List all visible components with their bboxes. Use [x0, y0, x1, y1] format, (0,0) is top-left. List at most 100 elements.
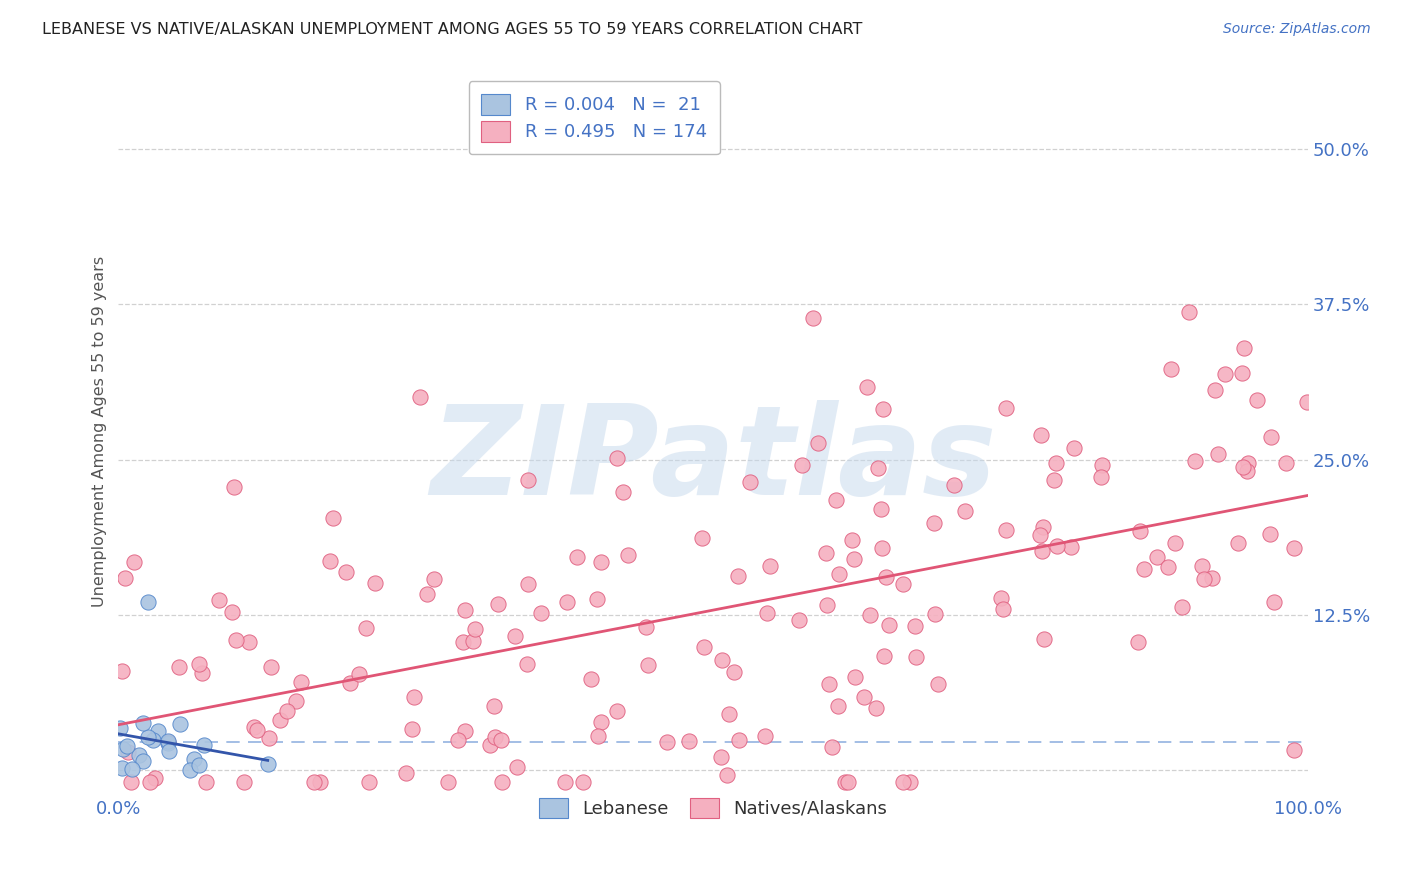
Point — [754, 729, 776, 743]
Point — [727, 569, 749, 583]
Point — [1032, 520, 1054, 534]
Point — [505, 630, 527, 644]
Point — [953, 504, 976, 518]
Point — [115, 739, 138, 754]
Point — [1237, 456, 1260, 470]
Point — [870, 541, 893, 556]
Point — [486, 597, 509, 611]
Point — [357, 775, 380, 789]
Point — [872, 401, 894, 416]
Point — [1233, 342, 1256, 356]
Point — [302, 775, 325, 789]
Point — [505, 760, 527, 774]
Point — [111, 664, 134, 678]
Point — [120, 775, 142, 789]
Point — [156, 736, 179, 750]
Point — [927, 677, 949, 691]
Point — [801, 311, 824, 326]
Point — [482, 698, 505, 713]
Point — [437, 775, 460, 789]
Point — [1246, 393, 1268, 408]
Point — [856, 380, 879, 394]
Text: ZIPatlas: ZIPatlas — [430, 401, 997, 521]
Point — [447, 733, 470, 747]
Point — [269, 713, 291, 727]
Point — [395, 765, 418, 780]
Point — [818, 676, 841, 690]
Point — [132, 754, 155, 768]
Point — [128, 748, 150, 763]
Point — [187, 758, 209, 772]
Point — [995, 401, 1018, 415]
Point — [114, 571, 136, 585]
Point — [145, 771, 167, 785]
Point — [225, 633, 247, 648]
Point — [208, 593, 231, 607]
Point — [260, 659, 283, 673]
Point — [717, 707, 740, 722]
Point — [837, 775, 859, 789]
Point — [318, 553, 340, 567]
Point — [1178, 304, 1201, 318]
Point — [905, 650, 928, 665]
Point — [692, 531, 714, 545]
Point — [1192, 572, 1215, 586]
Point — [1063, 441, 1085, 455]
Point — [589, 555, 612, 569]
Point — [356, 621, 378, 635]
Point — [233, 774, 256, 789]
Point — [1031, 544, 1053, 558]
Point — [865, 700, 887, 714]
Point — [841, 533, 863, 547]
Point — [117, 745, 139, 759]
Text: Source: ZipAtlas.com: Source: ZipAtlas.com — [1223, 22, 1371, 37]
Point — [402, 690, 425, 704]
Point — [991, 602, 1014, 616]
Point — [1126, 634, 1149, 648]
Point — [834, 775, 856, 789]
Point — [1295, 395, 1317, 409]
Point — [728, 732, 751, 747]
Point — [491, 733, 513, 747]
Point — [586, 592, 609, 607]
Point — [815, 599, 838, 613]
Point — [873, 648, 896, 663]
Point — [453, 635, 475, 649]
Point — [347, 667, 370, 681]
Point — [1274, 456, 1296, 470]
Point — [1129, 524, 1152, 538]
Point — [1282, 541, 1305, 556]
Point — [1090, 470, 1112, 484]
Point — [1029, 528, 1052, 542]
Point — [891, 576, 914, 591]
Point — [637, 658, 659, 673]
Point — [491, 775, 513, 789]
Point — [859, 607, 882, 622]
Point — [142, 733, 165, 747]
Point — [454, 603, 477, 617]
Point — [716, 768, 738, 782]
Point — [188, 657, 211, 671]
Point — [1282, 743, 1305, 757]
Point — [828, 567, 851, 582]
Point — [1230, 367, 1253, 381]
Point — [1033, 632, 1056, 647]
Point — [1232, 460, 1254, 475]
Point — [1171, 599, 1194, 614]
Point — [169, 716, 191, 731]
Point — [121, 762, 143, 776]
Point — [138, 730, 160, 744]
Point — [891, 775, 914, 789]
Point — [591, 715, 613, 730]
Legend: Lebanese, Natives/Alaskans: Lebanese, Natives/Alaskans — [531, 790, 894, 826]
Point — [1043, 473, 1066, 487]
Point — [877, 617, 900, 632]
Point — [335, 566, 357, 580]
Point — [1164, 535, 1187, 549]
Point — [868, 460, 890, 475]
Point — [339, 676, 361, 690]
Point — [827, 699, 849, 714]
Point — [416, 586, 439, 600]
Point — [825, 492, 848, 507]
Point — [157, 744, 180, 758]
